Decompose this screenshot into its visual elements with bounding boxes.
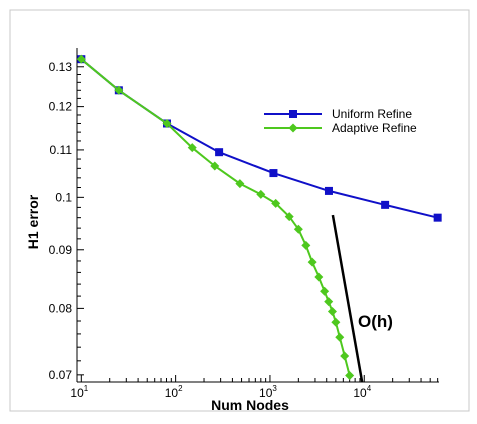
y-axis-title: H1 error: [25, 194, 41, 249]
data-point: [269, 169, 278, 178]
y-tick-label: 0.08: [49, 301, 73, 315]
data-point: [76, 54, 86, 64]
data-point: [335, 332, 345, 342]
data-point: [187, 143, 197, 153]
y-tick-label: 0.07: [49, 368, 73, 382]
x-tick-label: 101: [70, 384, 88, 400]
legend-marker: [288, 123, 298, 133]
y-tick-label: 0.12: [49, 100, 73, 114]
data-point: [256, 189, 266, 199]
data-point: [324, 297, 334, 307]
data-point: [284, 212, 294, 222]
data-point: [314, 272, 324, 282]
x-tick-label: 103: [259, 384, 277, 400]
reference-line: [331, 214, 364, 383]
legend-label: Adaptive Refine: [332, 121, 417, 135]
reference-layer: O(h): [331, 214, 393, 383]
x-tick-label: 102: [165, 384, 183, 400]
data-point: [324, 186, 333, 195]
data-point: [320, 286, 330, 296]
y-tick-label: 0.09: [49, 243, 73, 257]
plot-frame: [9, 9, 470, 412]
data-point: [340, 351, 350, 361]
data-point: [293, 224, 303, 234]
data-point: [162, 118, 172, 128]
data-point: [307, 257, 317, 267]
data-point: [345, 371, 355, 381]
data-point: [331, 317, 341, 327]
x-ticks: 101 102 103 104: [70, 375, 439, 400]
series-layer: [76, 54, 442, 381]
y-tick-label: 0.11: [50, 143, 73, 157]
data-point: [215, 148, 224, 157]
y-tick-label: 0.13: [49, 60, 73, 74]
data-point: [433, 213, 442, 222]
data-point: [210, 161, 220, 171]
data-point: [327, 307, 337, 317]
axes: [76, 48, 439, 383]
data-point: [301, 240, 311, 250]
y-tick-label: 0.1: [55, 190, 72, 204]
legend-marker: [289, 110, 297, 118]
data-point: [235, 179, 245, 189]
legend-label: Uniform Refine: [332, 107, 412, 121]
y-ticks: 0.07 0.08 0.09 0.1 0.11 0.12 0.13: [49, 60, 84, 382]
data-point: [114, 85, 124, 95]
x-axis-title: Num Nodes: [211, 397, 289, 413]
reference-label: O(h): [358, 312, 393, 331]
x-tick-label: 104: [353, 384, 371, 400]
legend-entry: Adaptive Refine: [264, 121, 417, 135]
series-adaptive-refine: [76, 54, 355, 381]
data-point: [381, 200, 390, 209]
data-point: [271, 198, 281, 208]
legend-entry: Uniform Refine: [264, 107, 412, 121]
